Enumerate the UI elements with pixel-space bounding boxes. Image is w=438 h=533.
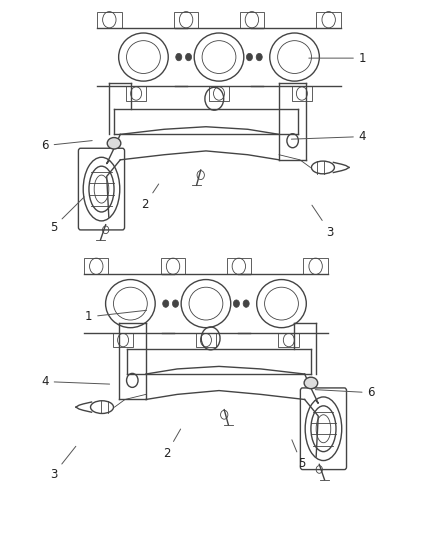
- Circle shape: [176, 53, 182, 61]
- Text: 5: 5: [292, 440, 305, 470]
- Text: 1: 1: [85, 310, 147, 324]
- Circle shape: [256, 53, 262, 61]
- Text: 1: 1: [309, 52, 366, 64]
- Bar: [304, 259, 328, 274]
- Bar: [208, 86, 230, 101]
- Circle shape: [162, 300, 169, 308]
- Bar: [279, 333, 299, 348]
- Ellipse shape: [107, 138, 121, 149]
- Text: 2: 2: [163, 429, 180, 459]
- Ellipse shape: [304, 377, 318, 389]
- Bar: [126, 86, 146, 101]
- Bar: [97, 12, 121, 28]
- Circle shape: [247, 53, 253, 61]
- Bar: [161, 259, 185, 274]
- Bar: [292, 86, 312, 101]
- Circle shape: [185, 53, 191, 61]
- Text: 5: 5: [50, 197, 84, 234]
- Bar: [317, 12, 341, 28]
- Text: 2: 2: [141, 184, 159, 211]
- Circle shape: [243, 300, 249, 308]
- Bar: [196, 333, 216, 348]
- Text: 4: 4: [41, 375, 110, 388]
- Text: 6: 6: [315, 386, 375, 399]
- Bar: [84, 259, 109, 274]
- Bar: [226, 259, 251, 274]
- Text: 3: 3: [50, 446, 76, 481]
- Text: 4: 4: [291, 130, 366, 143]
- Bar: [174, 12, 198, 28]
- Circle shape: [233, 300, 240, 308]
- Bar: [240, 12, 264, 28]
- Bar: [113, 333, 134, 348]
- Text: 6: 6: [41, 139, 92, 152]
- Text: 3: 3: [312, 205, 334, 239]
- Circle shape: [173, 300, 179, 308]
